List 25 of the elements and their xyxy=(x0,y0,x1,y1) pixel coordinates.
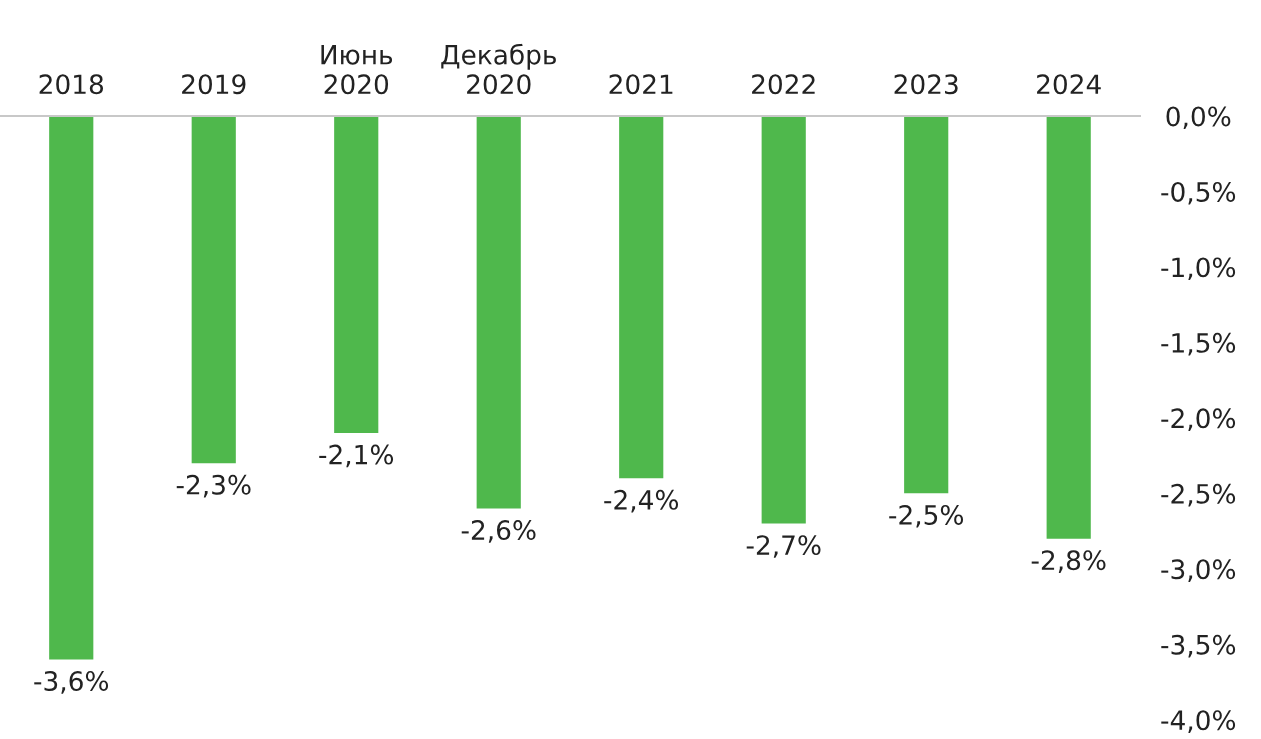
y-tick-label: -1,5% xyxy=(1161,332,1236,356)
data-label: -2,6% xyxy=(461,520,536,543)
data-label: -2,7% xyxy=(746,535,821,558)
data-label: -2,4% xyxy=(604,489,679,513)
x-tick-label: 2023 xyxy=(894,74,958,95)
y-tick-label: -3,5% xyxy=(1161,634,1236,658)
data-label: -2,5% xyxy=(889,504,964,528)
y-tick-label: -2,5% xyxy=(1161,483,1236,507)
y-tick-label: -4,0% xyxy=(1161,710,1236,733)
y-tick-label: -3,0% xyxy=(1161,559,1236,582)
x-tick-label: 2022 xyxy=(752,74,815,95)
y-tick-label: -2,0% xyxy=(1161,408,1236,431)
data-label: -2,1% xyxy=(319,444,394,468)
x-tick-label: Декабрь 2020 xyxy=(441,43,556,95)
data-label: -2,8% xyxy=(1031,550,1106,573)
y-tick-label: 0,0% xyxy=(1166,106,1231,130)
x-tick-label: Июнь 2020 xyxy=(321,45,393,95)
x-tick-label: 2021 xyxy=(609,74,673,95)
x-tick-label: 2019 xyxy=(182,74,246,95)
x-tick-label: 2018 xyxy=(39,74,104,95)
y-tick-label: -0,5% xyxy=(1161,181,1236,205)
data-label: -3,6% xyxy=(34,670,109,694)
y-tick-label: -1,0% xyxy=(1161,257,1236,281)
data-label: -2,3% xyxy=(176,474,251,498)
x-tick-label: 2024 xyxy=(1037,74,1101,95)
